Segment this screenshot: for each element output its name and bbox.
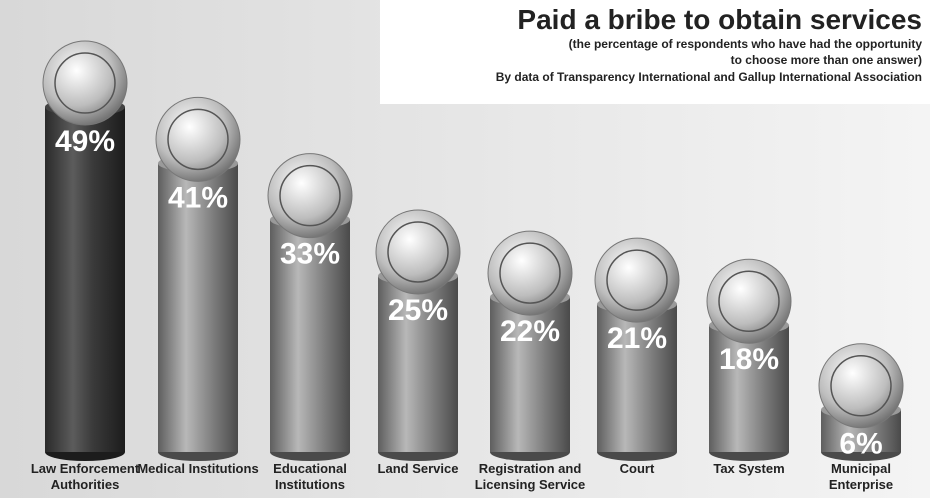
- value-label: 6%: [839, 428, 882, 461]
- value-label: 25%: [388, 294, 448, 327]
- value-label: 21%: [607, 322, 667, 355]
- category-label: Tax System: [713, 461, 785, 476]
- value-label: 33%: [280, 238, 340, 271]
- bar: [270, 219, 350, 452]
- value-label: 18%: [719, 343, 779, 376]
- bar: [597, 304, 677, 452]
- icon-inner: [718, 270, 780, 333]
- header: Paid a bribe to obtain services (the per…: [362, 4, 922, 86]
- bar: [709, 325, 789, 452]
- icon-inner: [387, 221, 449, 283]
- category-label: Law Enforcement Authorities: [30, 461, 140, 492]
- icon-inner: [606, 249, 668, 311]
- category-label: Court: [619, 461, 655, 476]
- bar: [45, 107, 125, 452]
- icon-inner: [830, 355, 892, 417]
- value-label: 49%: [55, 125, 115, 158]
- value-label: 41%: [168, 181, 228, 214]
- chart-subtitle: (the percentage of respondents who have …: [568, 37, 922, 67]
- bar: [378, 276, 458, 452]
- chart-title: Paid a bribe to obtain services: [517, 4, 922, 35]
- icon-inner: [499, 242, 561, 304]
- category-label: Land Service: [377, 461, 459, 476]
- icon-inner: [279, 164, 341, 227]
- title-panel: [380, 0, 930, 104]
- bar: [490, 297, 570, 452]
- chart-source: By data of Transparency International an…: [495, 70, 922, 84]
- bar: [158, 163, 238, 453]
- category-label: Educational Institutions: [273, 461, 347, 492]
- category-label: Municipal Enterprise: [828, 461, 894, 492]
- value-label: 22%: [500, 315, 560, 348]
- icon-inner: [54, 52, 116, 114]
- category-label: Medical Institutions: [137, 461, 259, 476]
- category-label: Registration and Licensing Service: [474, 461, 586, 492]
- icon-inner: [167, 108, 229, 171]
